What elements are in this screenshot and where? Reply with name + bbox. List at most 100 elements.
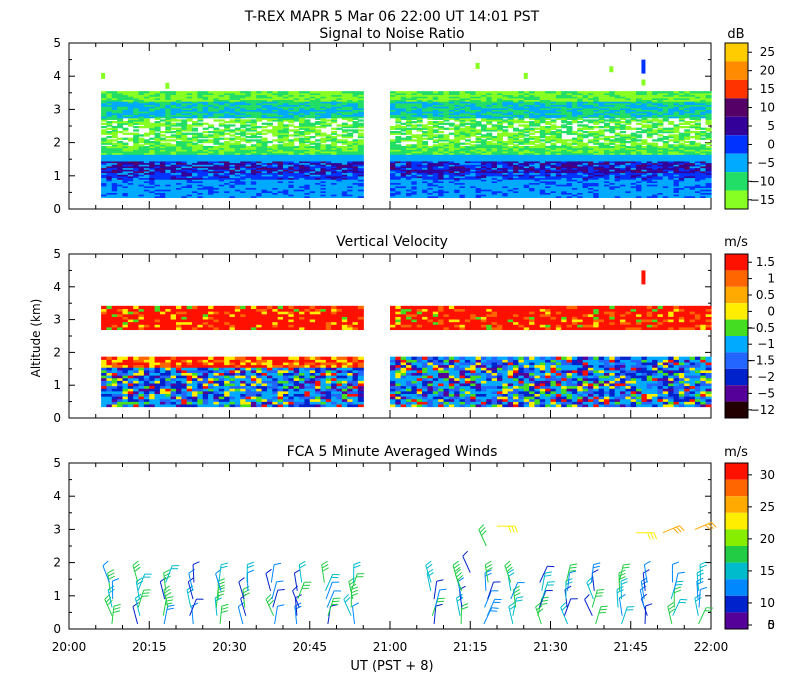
- snr-cell: [459, 101, 466, 104]
- snr-cell: [480, 177, 487, 180]
- snr-cell: [234, 149, 241, 152]
- snr-cell: [309, 106, 316, 109]
- snr-cell: [390, 187, 396, 190]
- snr-cell: [234, 99, 241, 102]
- snr-cell: [491, 109, 498, 112]
- snr-cell: [218, 154, 225, 157]
- snr-cell: [539, 172, 546, 175]
- snr-cell: [272, 92, 279, 96]
- snr-cell: [534, 190, 541, 193]
- snr-cell: [486, 111, 493, 114]
- snr-cell: [320, 167, 327, 170]
- snr-cell: [213, 177, 220, 180]
- snr-cell: [293, 154, 300, 157]
- snr-cell: [261, 167, 268, 170]
- snr-cell: [192, 175, 198, 179]
- snr-cell: [357, 192, 364, 195]
- snr-cell: [341, 162, 348, 165]
- snr-cell: [133, 139, 140, 142]
- snr-cell: [347, 192, 354, 195]
- snr-cell: [561, 167, 568, 170]
- snr-cell: [571, 112, 578, 115]
- snr-cell: [325, 112, 332, 115]
- snr-cell: [315, 99, 322, 102]
- snr-cell: [438, 116, 445, 119]
- snr-cell: [443, 112, 450, 115]
- snr-cell: [432, 139, 439, 142]
- snr-cell: [470, 92, 477, 96]
- snr-cell: [261, 194, 268, 197]
- snr-cell: [304, 132, 311, 135]
- snr-cell: [513, 192, 519, 195]
- snr-cell: [106, 192, 113, 195]
- snr-cell: [336, 112, 343, 115]
- snr-cell: [176, 150, 182, 154]
- snr-cell: [550, 182, 557, 185]
- snr-cell: [181, 129, 188, 132]
- snr-cell: [336, 157, 343, 160]
- snr-cell: [197, 107, 204, 110]
- snr-cell: [277, 96, 284, 99]
- snr-cell: [213, 97, 220, 101]
- snr-cell: [502, 184, 509, 187]
- snr-cell: [165, 94, 172, 97]
- snr-cell: [454, 165, 461, 169]
- snr-cell: [309, 116, 316, 119]
- snr-cell: [111, 167, 118, 170]
- snr-cell: [475, 144, 482, 147]
- snr-cell: [309, 154, 316, 157]
- snr-cell: [256, 195, 263, 198]
- snr-cell: [491, 142, 498, 145]
- snr-cell: [106, 127, 113, 130]
- snr-cell: [480, 127, 487, 130]
- snr-cell: [502, 182, 509, 185]
- snr-cell: [459, 162, 466, 165]
- snr-cell: [518, 164, 525, 167]
- snr-cell: [491, 189, 498, 192]
- snr-cell: [518, 107, 525, 110]
- snr-cell: [427, 194, 434, 197]
- snr-cell: [550, 134, 557, 137]
- snr-cell: [416, 180, 423, 184]
- snr-cell: [443, 175, 450, 179]
- snr-cell: [224, 184, 231, 187]
- snr-cell: [566, 127, 573, 130]
- snr-cell: [395, 101, 402, 104]
- snr-cell: [127, 170, 134, 174]
- snr-cell: [133, 116, 140, 119]
- snr-cell: [422, 104, 429, 107]
- snr-cell: [325, 172, 332, 175]
- snr-cell: [459, 112, 466, 115]
- snr-cell: [406, 101, 412, 104]
- snr-cell: [550, 157, 557, 160]
- snr-cell: [165, 97, 172, 101]
- snr-cell: [256, 130, 263, 134]
- snr-cell: [550, 194, 557, 197]
- snr-cell: [138, 160, 145, 164]
- snr-cell: [325, 111, 332, 114]
- snr-cell: [491, 164, 498, 167]
- snr-cell: [149, 169, 156, 172]
- snr-cell: [170, 159, 177, 162]
- snr-cell: [154, 142, 161, 145]
- snr-cell: [475, 189, 482, 192]
- snr-cell: [566, 172, 573, 175]
- snr-cell: [502, 175, 509, 179]
- snr-cell: [534, 149, 541, 152]
- snr-cell: [422, 144, 429, 147]
- snr-cell: [208, 106, 215, 109]
- snr-cell: [443, 137, 450, 140]
- snr-cell: [245, 106, 252, 109]
- snr-cell: [218, 149, 225, 152]
- snr-cell: [443, 139, 450, 142]
- snr-cell: [133, 172, 140, 175]
- snr-cell: [299, 142, 305, 145]
- snr-cell: [218, 167, 225, 170]
- snr-cell: [550, 165, 557, 169]
- snr-cell: [432, 160, 439, 164]
- snr-cell: [170, 135, 177, 139]
- snr-cell: [250, 195, 257, 198]
- snr-cell: [448, 179, 455, 182]
- snr-cell: [464, 152, 471, 155]
- snr-cell: [497, 180, 503, 184]
